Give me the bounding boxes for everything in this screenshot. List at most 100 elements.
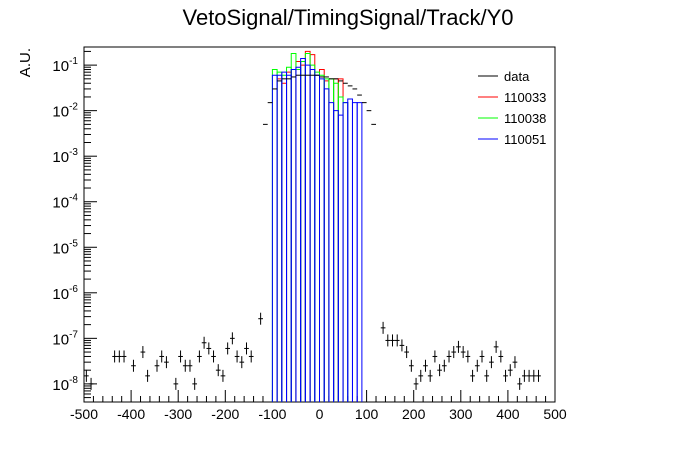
data-point <box>173 377 179 390</box>
data-point <box>192 377 198 390</box>
data-point <box>446 350 452 363</box>
y-tick-label: 10-6 <box>52 284 78 303</box>
y-tick-exponent: -6 <box>69 284 78 295</box>
data-point <box>479 350 485 363</box>
data-point <box>211 350 216 363</box>
data-point <box>84 369 89 382</box>
data-point <box>456 340 461 353</box>
data-point <box>239 356 245 369</box>
data-point <box>187 359 193 372</box>
x-tick-label: -300 <box>164 406 192 422</box>
data-point <box>145 369 150 382</box>
data-point <box>503 369 508 382</box>
y-tick-exponent: -1 <box>69 56 78 67</box>
data-point <box>437 364 442 377</box>
data-point <box>159 350 165 363</box>
data-point <box>225 342 231 355</box>
y-axis-label: A.U. <box>17 48 34 77</box>
data-point <box>244 342 249 355</box>
data-point <box>140 346 146 359</box>
data-point <box>164 356 169 369</box>
data-point <box>234 350 240 363</box>
data-point <box>197 350 202 363</box>
data-point <box>88 377 94 390</box>
y-tick-base: 10 <box>52 195 69 212</box>
legend-label: 110038 <box>504 111 546 126</box>
y-tick-base: 10 <box>52 331 69 348</box>
data-point <box>404 346 409 359</box>
data-point <box>536 369 541 382</box>
data-point <box>470 369 475 382</box>
data-point <box>451 346 457 359</box>
x-tick-label: -500 <box>70 406 98 422</box>
data-point <box>112 350 117 363</box>
data-point <box>230 332 235 345</box>
x-tick-label: 200 <box>402 406 426 422</box>
data-point <box>131 359 136 372</box>
y-tick-label: 10-1 <box>52 56 78 75</box>
series-data <box>84 74 541 390</box>
y-tick-exponent: -7 <box>69 329 78 340</box>
legend-label: 110051 <box>504 132 546 147</box>
data-point <box>380 321 386 334</box>
x-tick-label: -200 <box>211 406 239 422</box>
y-tick-label: 10-2 <box>52 102 78 121</box>
data-point <box>399 339 405 352</box>
data-point <box>394 334 400 347</box>
data-point <box>220 369 226 382</box>
y-tick-base: 10 <box>52 104 69 121</box>
legend-label: data <box>504 69 530 84</box>
data-point <box>427 369 433 382</box>
data-point <box>390 334 395 347</box>
data-point <box>498 350 504 363</box>
y-tick-label: 10-7 <box>52 329 78 348</box>
data-point <box>432 350 438 363</box>
data-point <box>182 359 188 372</box>
y-tick-exponent: -4 <box>69 193 78 204</box>
y-tick-exponent: -5 <box>69 238 78 249</box>
y-tick-label: 10-5 <box>52 238 78 257</box>
data-point <box>413 377 419 390</box>
data-point <box>493 340 499 353</box>
data-point <box>154 359 160 372</box>
y-tick-base: 10 <box>52 149 69 166</box>
data-point <box>531 369 537 382</box>
x-tick-label: 300 <box>449 406 473 422</box>
x-tick-label: 400 <box>496 406 520 422</box>
y-tick-exponent: -8 <box>69 375 78 386</box>
data-point <box>206 342 212 355</box>
data-point <box>474 359 480 372</box>
data-point <box>517 377 523 390</box>
y-tick-base: 10 <box>52 286 69 303</box>
data-point <box>201 336 207 349</box>
legend: data 110033 110038 110051 <box>478 69 546 147</box>
data-point <box>507 364 513 377</box>
x-tick-label: 0 <box>316 406 324 422</box>
data-point <box>418 369 424 382</box>
data-point <box>116 350 122 363</box>
data-point <box>178 350 183 363</box>
data-point <box>408 359 414 372</box>
y-tick-label: 10-4 <box>52 193 78 212</box>
x-tick-label: 100 <box>355 406 379 422</box>
y-tick-base: 10 <box>52 58 69 75</box>
y-tick-exponent: -3 <box>69 147 78 158</box>
data-point <box>484 369 490 382</box>
plot-area: -500 -400 -300 -200 -100 0 100 200 300 400 50010-8… <box>52 46 567 422</box>
data-point <box>460 346 466 359</box>
histogram-bin <box>356 102 363 402</box>
data-point <box>489 356 494 369</box>
data-point <box>215 364 221 377</box>
data-point <box>248 350 254 363</box>
y-tick-exponent: -2 <box>69 102 78 113</box>
data-point <box>121 350 127 363</box>
legend-label: 110033 <box>504 90 546 105</box>
data-point <box>512 356 518 369</box>
y-tick-label: 10-8 <box>52 375 78 394</box>
data-point <box>423 359 428 372</box>
y-tick-base: 10 <box>52 377 69 394</box>
y-tick-label: 10-3 <box>52 147 78 166</box>
x-tick-label: 500 <box>543 406 567 422</box>
data-point <box>522 369 527 382</box>
